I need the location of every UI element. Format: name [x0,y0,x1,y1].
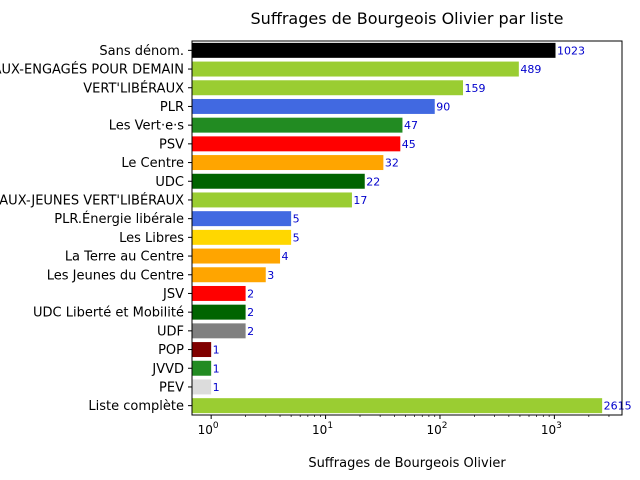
category-label: UDC Liberté et Mobilité [33,306,184,321]
data-label: 1 [213,362,220,375]
category-label: JVVD [151,362,184,377]
category-label: Les Vert·e·s [109,119,185,134]
bar [192,192,352,208]
x-tick-exponent: 0 [213,421,219,431]
category-label: PLR.Énergie libérale [54,211,184,227]
data-label: 22 [366,175,380,188]
bar [192,117,403,133]
chart-title: Suffrages de Bourgeois Olivier par liste [251,9,564,28]
plot-frame [191,40,623,416]
data-label: 1 [213,344,220,357]
x-tick-label: 101 [312,421,333,437]
category-label: PSV [159,137,184,152]
data-label: 489 [520,63,541,76]
bar [192,42,556,58]
data-label: 2615 [604,400,632,413]
data-label: 159 [465,82,486,95]
x-tick-exponent: 1 [327,421,333,431]
bar [192,379,212,395]
category-labels: Sans dénom. VERT'LIBÉRAUX-ENGAGÉS POUR DE… [0,44,192,414]
bar [192,360,212,376]
category-label: Les Libres [119,231,184,246]
data-label: 5 [293,213,300,226]
category-label: VERT'LIBÉRAUX-JEUNES VERT'LIBÉRAUX [0,192,184,208]
x-tick-label: 102 [426,421,447,437]
x-axis-ticks: 100 101 102 103 [198,415,610,437]
data-label: 1 [213,381,220,394]
category-label: La Terre au Centre [65,250,184,265]
x-tick-base: 10 [426,423,441,437]
bar [192,398,603,414]
bar [192,285,246,301]
x-tick-base: 10 [541,423,556,437]
data-label: 4 [282,250,289,263]
category-label: Sans dénom. [99,44,184,59]
x-tick-exponent: 3 [556,421,562,431]
bar [192,267,266,283]
data-label: 2 [247,287,254,300]
category-label: VERT'LIBÉRAUX-ENGAGÉS POUR DEMAIN [0,62,184,78]
data-label: 5 [293,231,300,244]
category-label: UDC [155,175,184,190]
bar [192,61,519,77]
category-label: UDF [157,324,184,339]
category-label: POP [158,343,184,358]
x-tick-base: 10 [198,423,213,437]
category-label: Le Centre [121,156,184,171]
category-label: JSV [162,287,184,302]
category-label: VERT'LIBÉRAUX [83,80,184,96]
data-label: 2 [247,306,254,319]
bar [192,155,384,171]
bar [192,323,246,339]
x-tick-base: 10 [312,423,327,437]
data-label: 3 [267,269,274,282]
bar [192,173,365,189]
data-label: 17 [353,194,367,207]
category-label: PLR [160,100,184,115]
bar [192,229,292,245]
bar [192,248,281,264]
bar [192,80,464,96]
x-axis-label: Suffrages de Bourgeois Olivier [308,456,506,471]
bar [192,342,212,358]
bar [192,211,292,227]
bar [192,136,401,152]
data-label: 90 [436,100,450,113]
bar [192,304,246,320]
x-tick-label: 103 [541,421,562,437]
category-label: PEV [159,380,184,395]
category-label: Liste complète [88,399,184,414]
data-label: 32 [385,157,399,170]
x-tick-exponent: 2 [442,421,448,431]
category-label: Les Jeunes du Centre [47,268,184,283]
data-label: 45 [402,138,416,151]
data-label: 2 [247,325,254,338]
data-label: 1023 [557,44,585,57]
bar [192,98,435,114]
bars-layer [192,42,603,414]
x-tick-label: 100 [198,421,219,437]
data-label: 47 [404,119,418,132]
